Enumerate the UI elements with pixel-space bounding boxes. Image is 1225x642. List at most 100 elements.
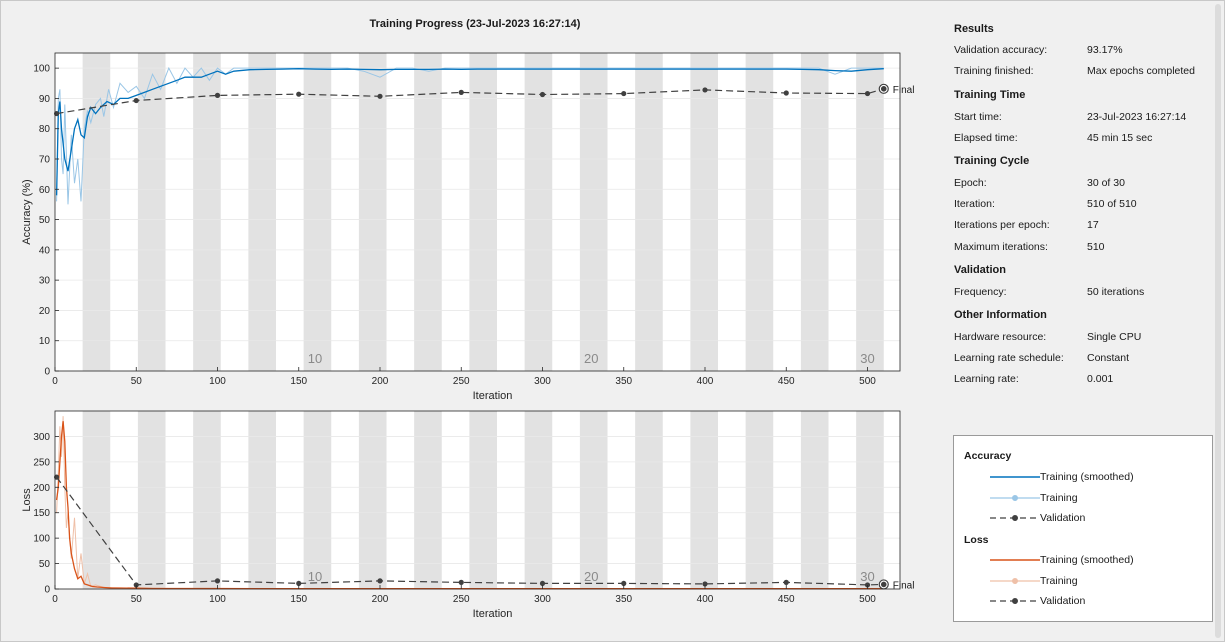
training-cycle-heading: Training Cycle (954, 155, 1030, 167)
accuracy-validation-point (458, 89, 464, 95)
x-tick-label: 150 (290, 376, 307, 387)
accuracy-validation-point (783, 90, 789, 96)
y-tick-label: 70 (39, 155, 51, 166)
epoch-band (524, 411, 553, 589)
x-tick-label: 300 (534, 594, 551, 605)
y-tick-label: 80 (39, 124, 51, 135)
legend-accuracy-validation-swatch (990, 515, 1040, 521)
learning-rate-label: Learning rate: (954, 373, 1019, 385)
x-tick-label: 350 (615, 376, 632, 387)
elapsed-time-label: Elapsed time: (954, 132, 1018, 144)
loss-plot: 10 20 30 Final 0 50 100 150 200 250 300 0 50 100 150 20… (21, 410, 914, 620)
legend-loss-smoothed-swatch (990, 559, 1040, 561)
epoch-band (358, 411, 387, 589)
epoch-band (303, 53, 332, 371)
epoch-band (469, 411, 497, 589)
epoch-band (414, 53, 442, 371)
x-tick-label: 100 (209, 594, 226, 605)
x-tick-label: 500 (859, 376, 876, 387)
accuracy-final-label: Final (893, 85, 915, 96)
epoch-label: 30 (860, 569, 874, 584)
loss-validation-point (702, 581, 708, 587)
loss-validation-point (864, 582, 871, 588)
x-tick-label: 450 (778, 376, 795, 387)
epoch-label: 20 (584, 569, 598, 584)
loss-validation-point (458, 579, 464, 585)
accuracy-training-smoothed-line (55, 68, 884, 196)
epoch-band (469, 53, 497, 371)
accuracy-validation-point (214, 92, 221, 98)
epoch-band (358, 53, 387, 371)
x-tick-label: 500 (859, 594, 876, 605)
y-tick-label: 250 (33, 457, 50, 468)
loss-axes-box (54, 410, 901, 590)
legend-loss-validation-swatch (990, 598, 1040, 604)
y-tick-label: 90 (39, 94, 51, 105)
x-tick-label: 100 (209, 376, 226, 387)
x-tick-label: 400 (697, 594, 714, 605)
epoch-band (579, 53, 608, 371)
chart-title: Training Progress (23-Jul-2023 16:27:14) (370, 18, 581, 30)
loss-validation-line (56, 476, 884, 586)
epoch-band (745, 53, 774, 371)
legend-loss-heading: Loss (964, 534, 989, 546)
epoch-label: 30 (860, 351, 874, 366)
epoch-band (193, 53, 221, 371)
epoch-band (193, 411, 221, 589)
elapsed-time-value: 45 min 15 sec (1087, 132, 1153, 144)
epoch-label: 10 (308, 569, 322, 584)
accuracy-validation-point (621, 90, 627, 97)
accuracy-validation-final-point (880, 86, 887, 92)
epoch-label: Epoch: (954, 177, 987, 189)
accuracy-validation-point (377, 93, 383, 99)
loss-x-axis-label: Iteration (473, 608, 513, 620)
epoch-band (137, 411, 166, 589)
training-plots: Training Progress (23-Jul-2023 16:27:14)… (21, 18, 915, 620)
y-tick-label: 50 (39, 215, 51, 226)
epoch-band (745, 411, 774, 589)
epoch-label: 10 (308, 351, 322, 366)
accuracy-training-line (56, 66, 884, 205)
legend-loss-training-swatch (990, 578, 1040, 584)
legend-accuracy-smoothed-label: Training (smoothed) (1040, 471, 1134, 483)
learning-rate-schedule-value: Constant (1087, 352, 1130, 364)
validation-accuracy-label: Validation accuracy: (954, 44, 1048, 56)
other-information-heading: Other Information (954, 309, 1047, 321)
loss-validation-point (621, 580, 627, 587)
epoch-band (579, 411, 608, 589)
start-time-label: Start time: (954, 111, 1002, 123)
hardware-resource-label: Hardware resource: (954, 331, 1047, 343)
y-tick-label: 10 (39, 336, 51, 347)
y-tick-label: 40 (39, 245, 51, 256)
x-tick-label: 0 (52, 594, 58, 605)
legend-loss-validation-label: Validation (1040, 595, 1086, 607)
epoch-value: 30 of 30 (1087, 177, 1125, 189)
legend-accuracy-smoothed-swatch (990, 476, 1040, 478)
training-finished-value: Max epochs completed (1087, 65, 1195, 77)
epoch-band (690, 53, 718, 371)
legend: Accuracy Training (smoothed) Training Va… (953, 435, 1213, 622)
loss-validation-point (296, 580, 302, 587)
epoch-label: 20 (584, 351, 598, 366)
y-tick-label: 60 (39, 185, 51, 196)
x-tick-label: 450 (778, 594, 795, 605)
x-tick-label: 50 (131, 376, 143, 387)
x-tick-label: 300 (534, 376, 551, 387)
hardware-resource-value: Single CPU (1087, 331, 1142, 343)
x-tick-label: 250 (453, 594, 470, 605)
x-tick-label: 200 (372, 376, 389, 387)
accuracy-plot: 10 20 30 Final 0 10 20 30 40 50 60 70 80 90 100 0 50 100 1… (21, 52, 915, 402)
accuracy-validation-point (702, 87, 708, 93)
epoch-band (414, 411, 442, 589)
legend-accuracy-validation-label: Validation (1040, 512, 1086, 524)
learning-rate-schedule-label: Learning rate schedule: (954, 352, 1064, 364)
y-tick-label: 30 (39, 276, 51, 287)
epoch-band (248, 53, 276, 371)
vertical-scrollbar[interactable] (1215, 4, 1221, 638)
iteration-label: Iteration: (954, 198, 995, 210)
x-tick-label: 400 (697, 376, 714, 387)
frequency-label: Frequency: (954, 286, 1007, 298)
iterations-per-epoch-value: 17 (1087, 219, 1099, 231)
legend-loss-training-label: Training (1040, 575, 1078, 587)
accuracy-validation-point (539, 91, 546, 98)
